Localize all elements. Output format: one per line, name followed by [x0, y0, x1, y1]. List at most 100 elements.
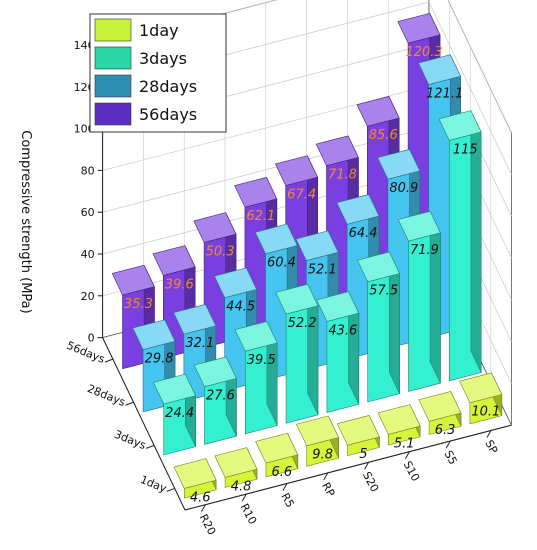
bar-top-face: [255, 432, 299, 464]
y-tick-label: 40: [81, 248, 95, 261]
bar-top-face: [459, 372, 503, 404]
x-tick: [486, 430, 492, 438]
data-label: 52.1: [308, 262, 337, 277]
legend-entry: 28days: [139, 77, 197, 96]
data-label: 9.8: [312, 448, 333, 463]
category-label: R20: [197, 512, 219, 537]
bar-top-face: [111, 264, 155, 296]
bar-top-face: [315, 135, 359, 167]
bar-top-face: [418, 391, 462, 422]
bar-top-face: [397, 210, 441, 242]
bar-top-face: [295, 230, 339, 261]
bar-top-face: [152, 245, 196, 276]
bar-top-face: [193, 356, 237, 388]
bar-3days-R5: 39.5: [234, 321, 278, 435]
bar-1day-RP: 9.8: [295, 415, 340, 467]
bar-top-face: [213, 267, 258, 299]
data-label: 29.8: [145, 351, 174, 366]
bar-top-face: [377, 149, 421, 180]
data-label: 115: [453, 142, 478, 157]
data-label: 50.3: [206, 244, 235, 259]
data-label: 5: [359, 447, 367, 462]
bar-top-face: [274, 155, 319, 186]
bar-1day-S20: 5: [336, 415, 380, 462]
data-label: 80.9: [389, 181, 418, 196]
x-tick: [364, 462, 370, 470]
x-tick: [282, 483, 288, 491]
x-axis-line: [184, 424, 512, 511]
data-label: 5.1: [394, 436, 415, 451]
depth-tick: [125, 401, 134, 406]
data-label: 35.3: [124, 297, 153, 312]
y-tick-label: 100: [74, 123, 95, 136]
bar-3days-R20: 24.4: [152, 373, 197, 456]
data-label: 120.3: [405, 45, 442, 60]
y-tick-label: 20: [81, 290, 95, 303]
depth-tick: [104, 358, 114, 363]
data-label: 39.6: [165, 277, 194, 292]
bar-side-face: [429, 211, 441, 384]
legend: 1day 3days 28days 56days: [89, 13, 227, 133]
depth-tick: [166, 487, 175, 492]
bar-top-face: [173, 304, 217, 335]
depth-label: 3days: [112, 428, 148, 453]
bar-top-face: [234, 177, 278, 208]
bar-3days-S20: 43.6: [316, 291, 360, 413]
category-label: R10: [238, 501, 260, 526]
bar-top-face: [336, 194, 380, 225]
data-label: 24.4: [165, 406, 194, 421]
data-label: 4.6: [190, 490, 211, 505]
category-label: S20: [360, 470, 381, 495]
bar-top-face: [438, 110, 482, 141]
bar-top-face: [377, 404, 421, 435]
bar-1day-SP: 10.1: [459, 372, 503, 425]
bar-1day-S10: 5.1: [377, 404, 421, 451]
bar-top-face: [356, 96, 400, 127]
legend-entry: 3days: [139, 49, 187, 68]
depth-tick: [145, 444, 155, 449]
bar-top-face: [132, 319, 176, 350]
y-tick-label: 120: [74, 81, 95, 94]
depth-label: 28days: [85, 382, 127, 409]
x-tick: [323, 472, 329, 481]
y-axis-label: Compressive strength (MPa): [18, 130, 33, 313]
depth-axis-line: [102, 337, 186, 511]
data-label: 57.5: [369, 284, 398, 299]
bar-top-face: [173, 458, 217, 489]
legend-swatch: [94, 46, 132, 70]
data-label: 6.6: [272, 465, 293, 480]
legend-swatch: [94, 102, 132, 126]
category-label: SP: [482, 438, 500, 456]
data-label: 52.2: [288, 316, 317, 331]
bar-1day-R20: 4.6: [173, 458, 217, 505]
data-label: 27.6: [206, 389, 235, 404]
y-tick-label: 80: [81, 164, 95, 177]
depth-label: 56days: [65, 339, 107, 366]
depth-label: 1day: [138, 473, 169, 495]
y-tick-label: 140: [74, 39, 95, 52]
bar-3days-S10: 57.5: [356, 251, 401, 403]
bar-top-face: [214, 447, 258, 478]
y-tick-label: 0: [88, 332, 95, 345]
x-tick: [200, 504, 206, 512]
bar-1day-R10: 4.8: [214, 447, 258, 494]
bar-top-face: [356, 251, 401, 283]
data-label: 71.9: [410, 243, 439, 258]
bar-top-face: [417, 54, 462, 85]
bar-3days-S5: 71.9: [397, 210, 441, 392]
bar-3days-SP: 115: [438, 110, 482, 382]
bar-top-face: [275, 283, 319, 315]
category-label: S10: [401, 459, 422, 484]
data-label: 121.1: [426, 86, 463, 101]
bar-top-face: [336, 415, 380, 446]
data-label: 39.5: [247, 353, 276, 368]
data-label: 44.5: [226, 300, 255, 315]
x-tick: [241, 493, 247, 502]
y-tick-label: 60: [81, 206, 95, 219]
bar-top-face: [234, 321, 278, 352]
category-label: R5: [278, 491, 296, 510]
data-label: 64.4: [349, 226, 378, 241]
data-label: 60.4: [267, 256, 296, 271]
bar-top-face: [316, 291, 360, 322]
